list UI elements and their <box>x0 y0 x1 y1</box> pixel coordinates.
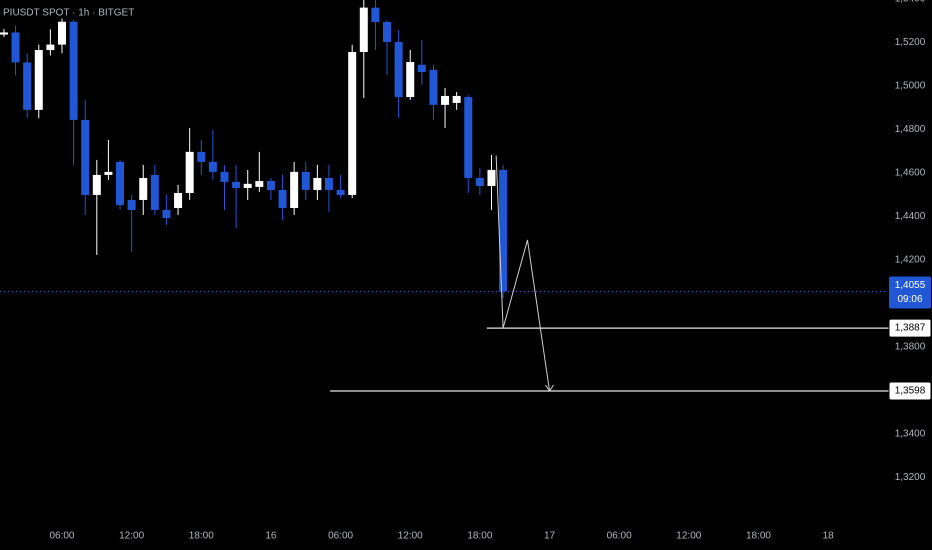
candle-body <box>81 119 90 195</box>
candle-body <box>220 171 229 182</box>
candle-body <box>232 181 241 188</box>
x-tick-label: 06:00 <box>49 531 74 542</box>
candle-body <box>0 32 8 35</box>
x-tick-label: 06:00 <box>328 531 353 542</box>
y-tick-label: 1,4600 <box>895 168 926 179</box>
level-box <box>888 381 932 401</box>
candle-body <box>197 151 206 162</box>
x-tick-label: 17 <box>544 531 556 542</box>
y-tick-label: 1,3400 <box>895 429 926 440</box>
last-price-label: 1,4055 <box>895 280 926 291</box>
chart-title: PIUSDT SPOT · 1h · BITGET <box>3 8 134 19</box>
candle-body <box>57 21 66 45</box>
countdown-label: 09:06 <box>897 294 922 305</box>
candle-body <box>301 171 310 190</box>
candle-body <box>92 174 101 195</box>
x-tick-label: 12:00 <box>398 531 423 542</box>
x-tick-label: 18:00 <box>746 531 771 542</box>
x-tick-label: 18:00 <box>189 531 214 542</box>
candle-body <box>243 183 252 188</box>
projection-arrow <box>545 384 554 392</box>
candle-body <box>499 169 508 292</box>
candle-body <box>278 189 287 208</box>
candle-body <box>313 177 322 190</box>
candle-body <box>464 97 473 178</box>
y-tick-label: 1,4400 <box>895 211 926 222</box>
candle-body <box>417 64 426 73</box>
candle-body <box>371 7 380 22</box>
candle-body <box>11 32 20 63</box>
candle-body <box>127 199 136 210</box>
candle-body <box>150 174 159 210</box>
candle-body <box>348 51 357 195</box>
y-tick-label: 1,5200 <box>895 37 926 48</box>
level-box <box>888 318 932 338</box>
y-tick-label: 1,5400 <box>895 0 926 5</box>
candle-body <box>383 21 392 42</box>
y-tick-label: 1,3200 <box>895 472 926 483</box>
candle-body <box>174 192 183 208</box>
candle-body <box>69 21 78 120</box>
candle-body <box>162 209 171 219</box>
candle-body <box>359 7 368 52</box>
candle-body <box>429 69 438 105</box>
candle-body <box>116 161 125 205</box>
y-tick-label: 1,3800 <box>895 342 926 353</box>
candle-body <box>23 62 32 110</box>
x-tick-label: 06:00 <box>607 531 632 542</box>
candle-body <box>475 177 484 187</box>
x-tick-label: 12:00 <box>119 531 144 542</box>
candle-body <box>208 161 217 172</box>
x-tick-label: 18:00 <box>467 531 492 542</box>
candle-body <box>441 95 450 105</box>
candle-body <box>452 95 461 103</box>
candle-body <box>324 177 333 190</box>
candle-body <box>487 169 496 187</box>
candle-body <box>34 50 43 110</box>
candle-body <box>406 62 415 98</box>
level-label: 1,3598 <box>895 386 926 397</box>
y-tick-label: 1,5000 <box>895 81 926 92</box>
candle-body <box>104 171 113 175</box>
candle-body <box>394 41 403 98</box>
candle-body <box>336 189 345 195</box>
candle-body <box>46 44 55 51</box>
candle-body <box>139 177 148 200</box>
projection-path <box>495 155 551 392</box>
x-tick-label: 18 <box>823 531 835 542</box>
level-label: 1,3887 <box>895 323 926 334</box>
last-price-box <box>889 276 931 309</box>
y-tick-label: 1,4200 <box>895 255 926 266</box>
y-tick-label: 1,4800 <box>895 124 926 135</box>
candle-body <box>185 151 194 193</box>
candle-body <box>255 181 264 187</box>
x-tick-label: 16 <box>265 531 277 542</box>
candle-body <box>266 181 275 190</box>
candle-body <box>290 171 299 208</box>
x-tick-label: 12:00 <box>676 531 701 542</box>
